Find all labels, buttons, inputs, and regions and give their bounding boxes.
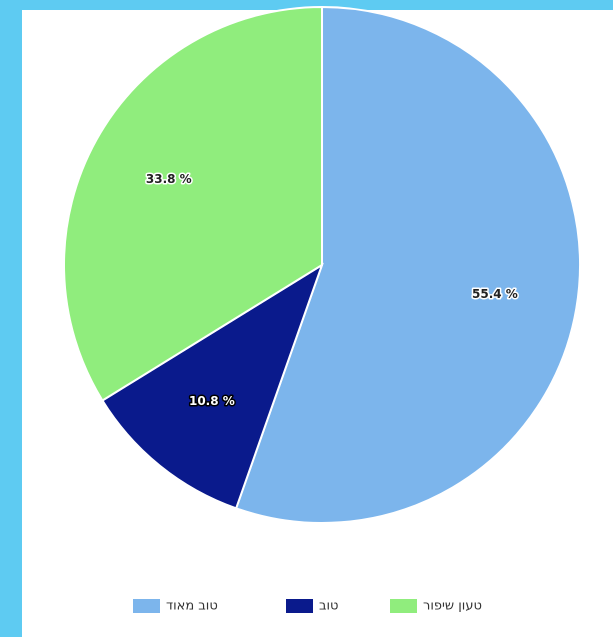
legend-swatch bbox=[390, 599, 417, 613]
pie-slice bbox=[101, 262, 324, 510]
legend-label: טוב bbox=[319, 599, 339, 614]
legend-swatch bbox=[286, 599, 313, 613]
data-label: 33.8 % bbox=[146, 172, 192, 186]
pie-slice bbox=[63, 5, 323, 402]
legend-swatch bbox=[133, 599, 160, 613]
data-label: 10.8 % bbox=[189, 394, 235, 408]
legend-label: טוב מאוד bbox=[166, 599, 218, 614]
legend-label: טעון שיפור bbox=[423, 599, 482, 614]
data-label: 55.4 % bbox=[472, 287, 518, 301]
